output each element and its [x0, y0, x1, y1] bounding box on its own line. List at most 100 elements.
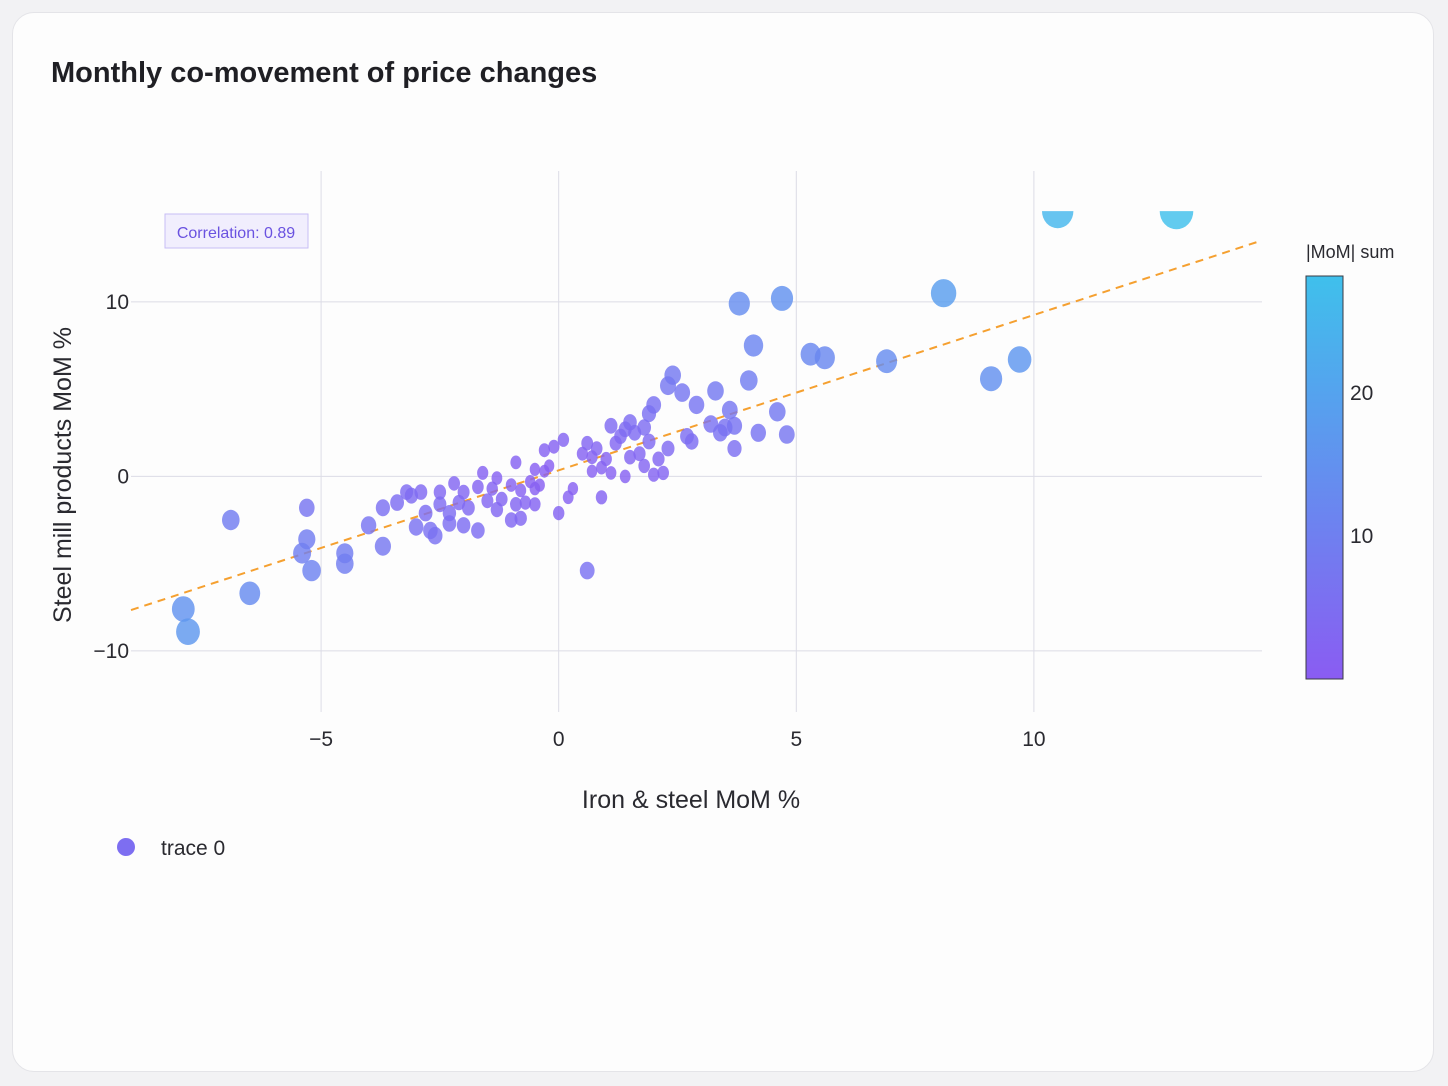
x-tick-label: −5	[309, 728, 333, 751]
scatter-point[interactable]	[770, 285, 794, 311]
scatter-point[interactable]	[930, 279, 957, 308]
scatter-point[interactable]	[674, 383, 691, 402]
scatter-point[interactable]	[462, 500, 475, 516]
chart-title: Monthly co-movement of price changes	[51, 57, 598, 89]
scatter-point[interactable]	[408, 518, 424, 536]
scatter-point[interactable]	[726, 416, 743, 435]
scatter-point[interactable]	[471, 522, 485, 539]
scatter-point[interactable]	[519, 495, 532, 510]
scatter-point[interactable]	[299, 498, 315, 517]
chart-card: Monthly co-movement of price changes	[12, 12, 1434, 1072]
scatter-point[interactable]	[664, 365, 681, 385]
scatter-point[interactable]	[514, 510, 527, 526]
scatter-point[interactable]	[743, 334, 764, 357]
scatter-point[interactable]	[293, 542, 312, 564]
scatter-point[interactable]	[980, 366, 1003, 392]
scatter-point[interactable]	[728, 291, 750, 316]
scatter-point[interactable]	[548, 439, 560, 454]
scatter-point[interactable]	[472, 479, 484, 495]
scatter-point[interactable]	[576, 446, 589, 461]
scatter-point[interactable]	[814, 346, 835, 370]
scatter-point[interactable]	[707, 381, 724, 401]
scatter-point[interactable]	[504, 512, 518, 528]
scatter-point[interactable]	[456, 517, 471, 534]
scatter-point[interactable]	[595, 490, 608, 505]
scatter-point[interactable]	[510, 497, 522, 512]
scatter-point[interactable]	[637, 419, 651, 436]
scatter-point[interactable]	[1159, 193, 1194, 230]
scatter-point[interactable]	[374, 536, 391, 556]
scatter-point[interactable]	[433, 484, 447, 500]
scatter-point[interactable]	[581, 435, 594, 451]
scatter-point[interactable]	[688, 395, 705, 415]
scatter-point[interactable]	[404, 487, 418, 504]
scatter-point[interactable]	[703, 415, 719, 433]
scatter-point[interactable]	[769, 402, 786, 422]
scatter-point[interactable]	[721, 400, 738, 420]
scatter-point[interactable]	[638, 458, 650, 474]
legend-marker	[117, 838, 135, 856]
scatter-point[interactable]	[529, 462, 541, 476]
scatter-point[interactable]	[390, 494, 404, 511]
legend-label[interactable]: trace 0	[161, 837, 225, 860]
scatter-point[interactable]	[646, 396, 662, 414]
scatter-point[interactable]	[1007, 346, 1032, 373]
scatter-point[interactable]	[657, 465, 669, 481]
scatter-point[interactable]	[481, 493, 494, 509]
scatter-point[interactable]	[442, 515, 457, 532]
scatter-point[interactable]	[652, 451, 665, 467]
scatter-point[interactable]	[562, 490, 574, 505]
scatter-point[interactable]	[336, 553, 354, 574]
scatter-point[interactable]	[727, 440, 742, 457]
scatter-point[interactable]	[360, 516, 377, 535]
scatter-point[interactable]	[515, 483, 527, 498]
scatter-point[interactable]	[433, 496, 447, 513]
scatter-point[interactable]	[586, 464, 598, 478]
scatter-point[interactable]	[642, 433, 656, 450]
colorbar-title: |MoM| sum	[1306, 242, 1394, 262]
scatter-point[interactable]	[648, 467, 660, 482]
y-tick-label: 10	[106, 291, 129, 314]
scatter-point[interactable]	[176, 618, 200, 645]
scatter-point[interactable]	[529, 481, 541, 496]
scatter-point[interactable]	[680, 428, 694, 445]
scatter-point[interactable]	[600, 451, 612, 467]
scatter-point[interactable]	[529, 497, 541, 512]
scatter-point[interactable]	[239, 581, 261, 606]
scatter-point[interactable]	[448, 476, 460, 491]
scatter-point[interactable]	[604, 417, 618, 434]
scatter-point[interactable]	[590, 441, 603, 456]
scatter-point[interactable]	[510, 455, 522, 470]
scatter-point[interactable]	[477, 465, 489, 480]
scatter-point[interactable]	[302, 559, 321, 582]
scatter-point[interactable]	[750, 423, 766, 442]
scatter-point[interactable]	[579, 561, 595, 580]
scatter-point[interactable]	[544, 459, 555, 473]
legend[interactable]: trace 0	[117, 837, 225, 860]
scatter-point[interactable]	[427, 526, 443, 545]
scatter-point[interactable]	[538, 443, 551, 458]
scatter-point[interactable]	[1042, 194, 1074, 229]
scatter-point[interactable]	[661, 440, 675, 457]
scatter-point[interactable]	[171, 596, 195, 622]
scatter-point[interactable]	[505, 478, 517, 492]
scatter-point[interactable]	[623, 414, 637, 431]
scatter-point[interactable]	[605, 466, 617, 480]
scatter-point[interactable]	[452, 494, 466, 511]
x-tick-label: 10	[1022, 728, 1045, 751]
scatter-points[interactable]	[171, 193, 1194, 645]
scatter-point[interactable]	[553, 505, 565, 521]
scatter-point[interactable]	[418, 504, 433, 522]
scatter-point[interactable]	[490, 502, 504, 518]
scatter-point[interactable]	[740, 370, 758, 391]
scatter-point[interactable]	[557, 432, 570, 447]
scatter-point[interactable]	[375, 499, 390, 517]
scatter-point[interactable]	[491, 471, 503, 485]
scatter-point[interactable]	[624, 449, 636, 465]
scatter-point[interactable]	[778, 425, 795, 444]
scatter-point[interactable]	[876, 349, 898, 374]
scatter-point[interactable]	[633, 446, 646, 462]
scatter-point[interactable]	[619, 469, 631, 484]
scatter-point[interactable]	[222, 509, 240, 531]
scatter-point[interactable]	[486, 481, 498, 496]
